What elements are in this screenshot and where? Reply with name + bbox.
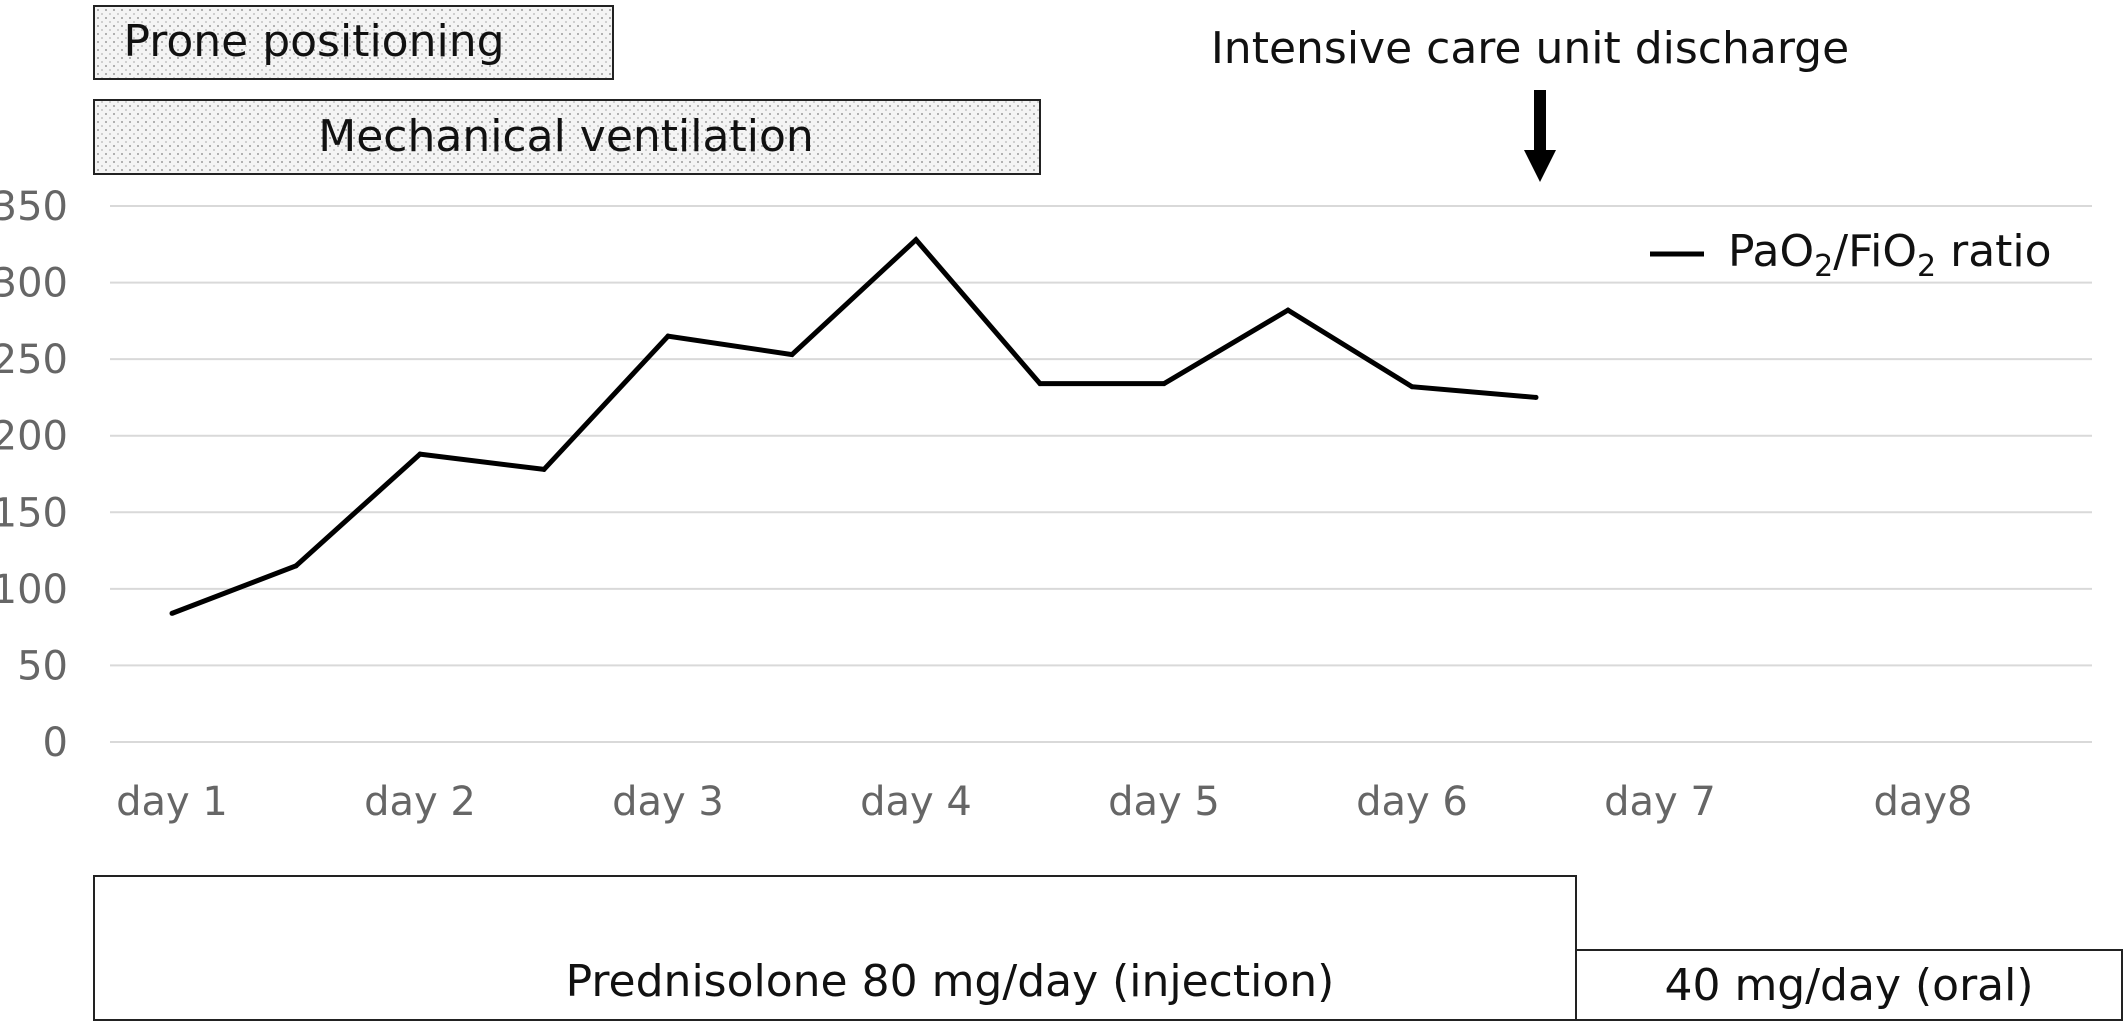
- y-tick-label: 0: [43, 720, 68, 766]
- y-tick-label: 150: [0, 490, 68, 536]
- data-point: [1285, 307, 1291, 313]
- x-tick-label: day 4: [860, 779, 972, 825]
- data-point: [417, 451, 423, 457]
- series-line: [171, 236, 1537, 616]
- mechanical-ventilation-bar: [93, 99, 1041, 175]
- data-point: [789, 352, 795, 358]
- data-point: [1533, 394, 1539, 400]
- y-tick-label: 250: [0, 337, 68, 383]
- data-point: [665, 333, 671, 339]
- data-point: [169, 610, 175, 616]
- legend: PaO2/FiO2 ratio: [1650, 226, 2052, 284]
- icu-discharge-label: Intensive care unit discharge: [1211, 23, 1849, 74]
- prednisolone-injection-box: [93, 875, 1577, 1021]
- y-tick-label: 200: [0, 414, 68, 460]
- legend-label: PaO2/FiO2 ratio: [1728, 226, 2052, 284]
- series-layer: [169, 236, 1539, 616]
- y-tick-label: 300: [0, 261, 68, 307]
- x-tick-label: day 7: [1604, 779, 1716, 825]
- x-tick-label: day 1: [116, 779, 228, 825]
- data-point: [1161, 381, 1167, 387]
- y-tick-label: 350: [0, 184, 68, 230]
- data-point: [293, 563, 299, 569]
- prednisolone-oral-box: [1575, 949, 2123, 1021]
- x-tick-label: day 6: [1356, 779, 1468, 825]
- icu-discharge-arrow-icon: [1524, 90, 1556, 182]
- x-tick-label: day 5: [1108, 779, 1220, 825]
- y-tick-label: 50: [17, 643, 68, 689]
- data-point: [913, 237, 919, 243]
- prednisolone-injection-label: Prednisolone 80 mg/day (injection): [566, 956, 1335, 1007]
- y-axis-ticks: 0 50 100 150 200 250 300 350: [0, 184, 68, 766]
- data-point: [1409, 384, 1415, 390]
- x-tick-label: day 2: [364, 779, 476, 825]
- y-tick-label: 100: [0, 567, 68, 613]
- x-tick-label: day8: [1873, 779, 1972, 825]
- grid-layer: [110, 205, 2092, 743]
- prone-positioning-label: Prone positioning: [123, 16, 504, 67]
- mechanical-ventilation-label: Mechanical ventilation: [318, 111, 814, 162]
- x-tick-label: day 3: [612, 779, 724, 825]
- data-point: [1037, 381, 1043, 387]
- data-point: [541, 466, 547, 472]
- prednisolone-oral-label: 40 mg/day (oral): [1664, 960, 2033, 1011]
- prone-positioning-bar: [93, 5, 614, 80]
- x-axis-ticks: day 1 day 2 day 3 day 4 day 5 day 6 day 7 day8: [116, 779, 1972, 825]
